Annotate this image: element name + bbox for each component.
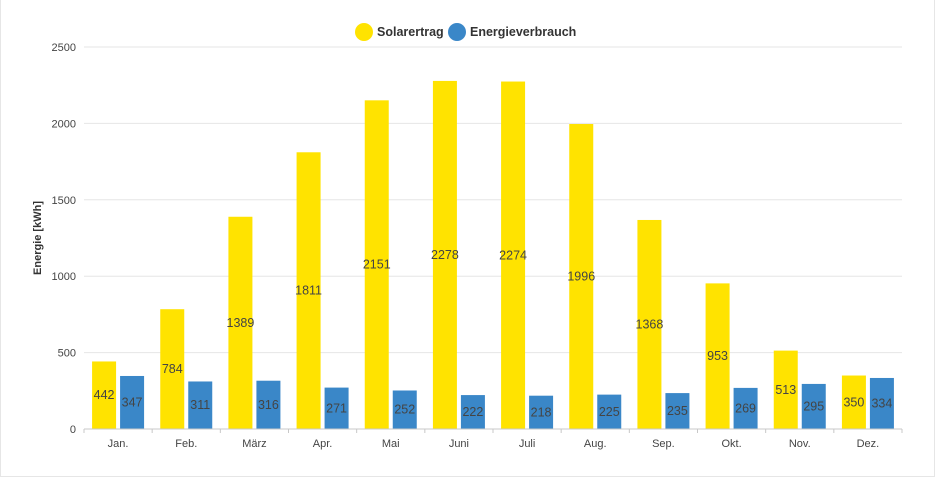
x-tick-label: Juni	[449, 438, 469, 450]
legend-swatch	[355, 23, 373, 41]
bar-solarertrag[interactable]	[841, 375, 866, 429]
bar-energieverbrauch[interactable]	[801, 383, 826, 429]
data-label: 271	[326, 401, 347, 415]
data-label: 350	[843, 395, 864, 409]
x-tick-label: Feb.	[175, 438, 197, 450]
bar-energieverbrauch[interactable]	[460, 395, 485, 429]
data-label: 316	[258, 398, 279, 412]
bar-energieverbrauch[interactable]	[120, 375, 145, 429]
data-label: 218	[531, 405, 552, 419]
bar-energieverbrauch[interactable]	[665, 393, 690, 429]
data-label: 347	[122, 395, 143, 409]
bar-solarertrag[interactable]	[92, 361, 117, 429]
bar-solarertrag[interactable]	[705, 283, 730, 429]
x-tick-label: Aug.	[584, 438, 607, 450]
y-tick-label: 2500	[52, 42, 76, 54]
bar-solarertrag[interactable]	[773, 350, 798, 429]
legend-label: Solarertrag	[377, 25, 444, 39]
x-tick-label: Juli	[519, 438, 536, 450]
data-labels: 442 347 784 311 1389 316 1811 271 2151 252 2278 222…	[94, 248, 893, 419]
bar-energieverbrauch[interactable]	[256, 380, 281, 429]
grid-lines	[84, 46, 902, 354]
bar-energieverbrauch[interactable]	[597, 394, 622, 429]
bar-solarertrag[interactable]	[228, 216, 253, 429]
bar-solarertrag[interactable]	[160, 309, 185, 429]
data-label: 1389	[227, 316, 255, 330]
x-tick-label: März	[242, 438, 266, 450]
x-tick-label: Jan.	[108, 438, 129, 450]
data-label: 269	[735, 401, 756, 415]
x-tick-label: Okt.	[721, 438, 741, 450]
y-tick-label: 500	[58, 348, 76, 360]
bar-solarertrag[interactable]	[432, 80, 457, 429]
bar-solarertrag[interactable]	[296, 152, 321, 429]
legend-swatch	[448, 23, 466, 41]
x-tick-label: Dez.	[857, 438, 880, 450]
bar-solarertrag[interactable]	[364, 100, 389, 429]
bar-energieverbrauch[interactable]	[188, 381, 213, 429]
bar-solarertrag[interactable]	[569, 124, 594, 429]
bar-energieverbrauch[interactable]	[869, 377, 894, 429]
data-label: 953	[707, 349, 728, 363]
legend-item-solarertrag[interactable]: Solarertrag	[355, 23, 444, 41]
bar-energieverbrauch[interactable]	[392, 390, 417, 429]
x-axis-ticks: Jan. Feb. März Apr. Mai Juni Juli Aug. Sep. Okt. N…	[83, 429, 903, 450]
data-label: 1811	[295, 284, 322, 298]
data-label: 784	[162, 362, 183, 376]
legend-item-energieverbrauch[interactable]: Energieverbrauch	[448, 23, 576, 41]
y-tick-label: 0	[70, 424, 76, 436]
x-tick-label: Apr.	[313, 438, 333, 450]
data-label: 235	[667, 404, 688, 418]
data-label: 442	[94, 388, 115, 402]
data-label: 222	[462, 405, 483, 419]
y-tick-label: 2000	[52, 118, 76, 130]
y-tick-label: 1000	[52, 271, 76, 283]
data-label: 2274	[499, 248, 527, 262]
bar-energieverbrauch[interactable]	[529, 395, 554, 429]
data-label: 2151	[363, 258, 391, 272]
bar-energieverbrauch[interactable]	[733, 387, 758, 429]
x-tick-label: Mai	[382, 438, 400, 450]
bar-energieverbrauch[interactable]	[324, 387, 349, 429]
bars	[92, 80, 894, 429]
bar-solarertrag[interactable]	[501, 81, 526, 429]
data-label: 295	[803, 399, 824, 413]
data-label: 2278	[431, 248, 459, 262]
data-label: 1996	[567, 270, 595, 284]
y-tick-label: 1500	[52, 195, 76, 207]
x-tick-label: Sep.	[652, 438, 675, 450]
legend-label: Energieverbrauch	[470, 25, 576, 39]
data-label: 334	[871, 396, 892, 410]
y-axis-ticks: 0 500 1000 1500 2000 2500	[52, 42, 76, 436]
legend[interactable]: Solarertrag Energieverbrauch	[355, 23, 576, 41]
data-label: 1368	[636, 317, 664, 331]
data-label: 311	[190, 398, 210, 412]
y-axis-label: Energie [kWh]	[32, 201, 44, 275]
bar-solarertrag[interactable]	[637, 219, 662, 429]
data-label: 225	[599, 405, 620, 419]
x-tick-label: Nov.	[789, 438, 811, 450]
data-label: 252	[394, 403, 415, 417]
data-label: 513	[775, 383, 796, 397]
